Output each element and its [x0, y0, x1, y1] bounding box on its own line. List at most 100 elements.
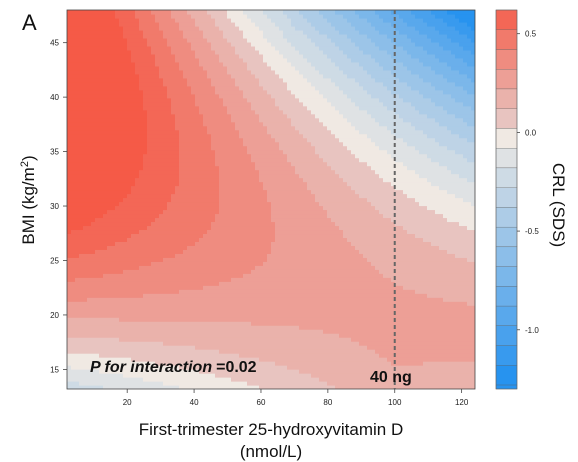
contour-cell	[215, 301, 220, 306]
contour-cell	[123, 205, 128, 211]
contour-cell	[239, 10, 244, 15]
contour-cell	[147, 233, 152, 238]
contour-cell	[203, 205, 208, 211]
contour-cell	[111, 17, 116, 23]
contour-cell	[123, 301, 128, 306]
contour-cell	[139, 309, 144, 314]
contour-cell	[111, 217, 116, 223]
contour-cell	[215, 45, 220, 51]
contour-cell	[107, 237, 112, 242]
contour-cell	[271, 121, 276, 127]
contour-cell	[67, 257, 72, 262]
contour-cell	[183, 241, 188, 246]
contour-cell	[111, 261, 116, 266]
contour-cell	[163, 97, 168, 103]
contour-cell	[251, 269, 256, 274]
contour-cell	[199, 93, 204, 99]
contour-cell	[243, 373, 248, 378]
contour-cell	[67, 185, 72, 191]
contour-cell	[175, 313, 180, 318]
contour-cell	[219, 209, 224, 215]
contour-cell	[75, 329, 80, 334]
contour-cell	[219, 309, 224, 314]
contour-cell	[199, 213, 204, 219]
contour-cell	[203, 253, 208, 258]
contour-cell	[195, 61, 200, 67]
contour-cell	[71, 297, 76, 302]
contour-cell	[259, 197, 264, 203]
contour-cell	[99, 341, 104, 346]
contour-cell	[243, 181, 248, 187]
contour-cell	[231, 105, 236, 111]
contour-cell	[251, 361, 256, 366]
contour-cell	[75, 69, 80, 75]
contour-cell	[143, 221, 148, 227]
contour-cell	[263, 337, 268, 342]
contour-cell	[131, 33, 136, 39]
contour-cell	[195, 253, 200, 258]
contour-cell	[131, 53, 136, 59]
contour-cell	[239, 285, 244, 290]
contour-cell	[135, 33, 140, 39]
contour-cell	[83, 261, 88, 266]
contour-cell	[167, 133, 172, 139]
contour-cell	[207, 205, 212, 211]
contour-cell	[207, 113, 212, 119]
contour-cell	[203, 65, 208, 71]
contour-cell	[147, 129, 152, 135]
contour-cell	[211, 237, 216, 242]
contour-cell	[119, 53, 124, 59]
contour-cell	[195, 189, 200, 195]
contour-cell	[263, 137, 268, 143]
contour-cell	[167, 213, 172, 219]
contour-cell	[207, 273, 212, 278]
contour-cell	[243, 65, 248, 71]
contour-cell	[243, 197, 248, 203]
contour-cell	[199, 337, 204, 342]
contour-cell	[199, 365, 204, 370]
contour-cell	[267, 245, 272, 250]
contour-cell	[203, 129, 208, 135]
contour-cell	[219, 105, 224, 111]
contour-cell	[227, 177, 232, 183]
contour-cell	[71, 57, 76, 63]
contour-cell	[219, 317, 224, 322]
contour-cell	[127, 13, 132, 19]
contour-cell	[159, 281, 164, 286]
contour-cell	[111, 301, 116, 306]
contour-cell	[175, 229, 180, 235]
contour-cell	[219, 385, 224, 389]
contour-cell	[227, 217, 232, 223]
contour-cell	[167, 353, 172, 358]
contour-cell	[171, 93, 176, 99]
contour-cell	[255, 333, 260, 338]
contour-cell	[227, 173, 232, 179]
contour-cell	[75, 105, 80, 111]
contour-cell	[171, 33, 176, 39]
contour-cell	[235, 181, 240, 187]
contour-cell	[143, 129, 148, 135]
contour-cell	[247, 317, 252, 322]
contour-cell	[227, 241, 232, 246]
contour-cell	[103, 245, 108, 250]
contour-cell	[227, 145, 232, 151]
contour-cell	[83, 305, 88, 310]
contour-cell	[267, 305, 272, 310]
contour-cell	[207, 29, 212, 35]
contour-cell	[167, 377, 172, 382]
contour-cell	[79, 121, 84, 127]
contour-cell	[91, 105, 96, 111]
contour-cell	[235, 41, 240, 47]
contour-cell	[139, 73, 144, 79]
contour-cell	[227, 297, 232, 302]
contour-cell	[183, 249, 188, 254]
contour-cell	[255, 309, 260, 314]
contour-cell	[75, 317, 80, 322]
contour-cell	[219, 29, 224, 35]
contour-cell	[203, 105, 208, 111]
contour-cell	[131, 329, 136, 334]
contour-cell	[175, 73, 180, 79]
contour-cell	[235, 269, 240, 274]
contour-cell	[75, 237, 80, 242]
contour-cell	[79, 261, 84, 266]
